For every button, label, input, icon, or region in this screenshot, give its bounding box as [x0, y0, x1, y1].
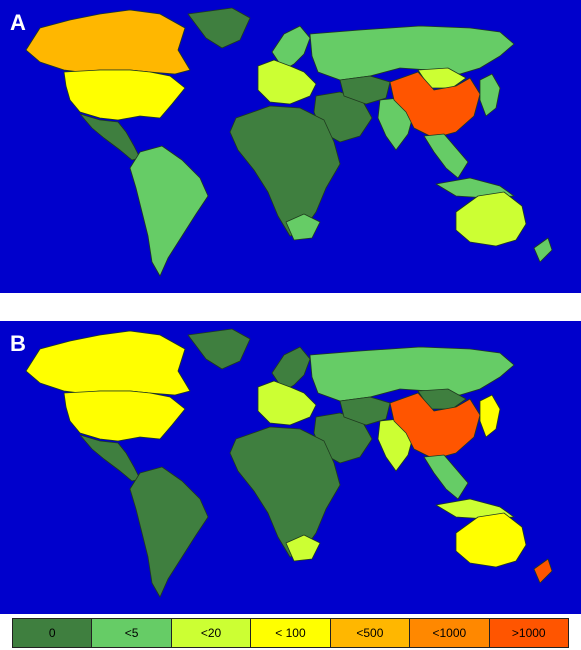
region-new-zealand	[533, 558, 553, 584]
region-mexico-central-america	[79, 434, 141, 482]
region-usa	[63, 390, 186, 442]
legend-entry: <500	[330, 619, 411, 647]
region-central-asia	[339, 396, 391, 426]
legend-entry: 0	[13, 619, 93, 647]
region-central-asia	[339, 75, 391, 105]
legend-entry: <20	[171, 619, 252, 647]
color-legend: 0 <5 <20 < 100 <500 <1000 >1000	[12, 618, 569, 648]
region-china	[389, 392, 481, 460]
region-new-zealand	[533, 237, 553, 263]
region-indonesia	[435, 177, 515, 199]
region-russia	[309, 346, 515, 402]
region-japan-korea	[479, 394, 501, 438]
region-southeast-asia	[423, 454, 469, 500]
panel-label-a: A	[10, 10, 26, 35]
region-south-africa	[285, 534, 321, 562]
region-europe-west	[257, 380, 317, 426]
region-canada	[25, 9, 191, 75]
legend-entry: >1000	[489, 619, 568, 647]
region-europe-west	[257, 59, 317, 105]
region-greenland	[187, 328, 251, 370]
region-japan-korea	[479, 73, 501, 117]
region-usa	[63, 69, 186, 121]
region-africa	[229, 105, 341, 237]
region-greenland	[187, 7, 251, 49]
map-panel-a: A	[0, 0, 581, 293]
world-map-b	[25, 328, 553, 598]
legend-entry: <5	[92, 619, 172, 647]
region-australia	[455, 512, 527, 568]
panel-label-b: B	[10, 331, 26, 356]
region-south-america	[129, 466, 209, 598]
region-mexico-central-america	[79, 113, 141, 161]
legend-entry: < 100	[251, 619, 331, 647]
region-russia	[309, 25, 515, 81]
world-map-a	[25, 7, 553, 277]
region-china	[389, 71, 481, 139]
map-panel-b: B	[0, 321, 581, 614]
region-south-africa	[285, 213, 321, 241]
region-southeast-asia	[423, 133, 469, 179]
region-indonesia	[435, 498, 515, 520]
region-africa	[229, 426, 341, 558]
region-canada	[25, 330, 191, 396]
legend-entry: <1000	[410, 619, 490, 647]
region-australia	[455, 191, 527, 247]
region-south-america	[129, 145, 209, 277]
